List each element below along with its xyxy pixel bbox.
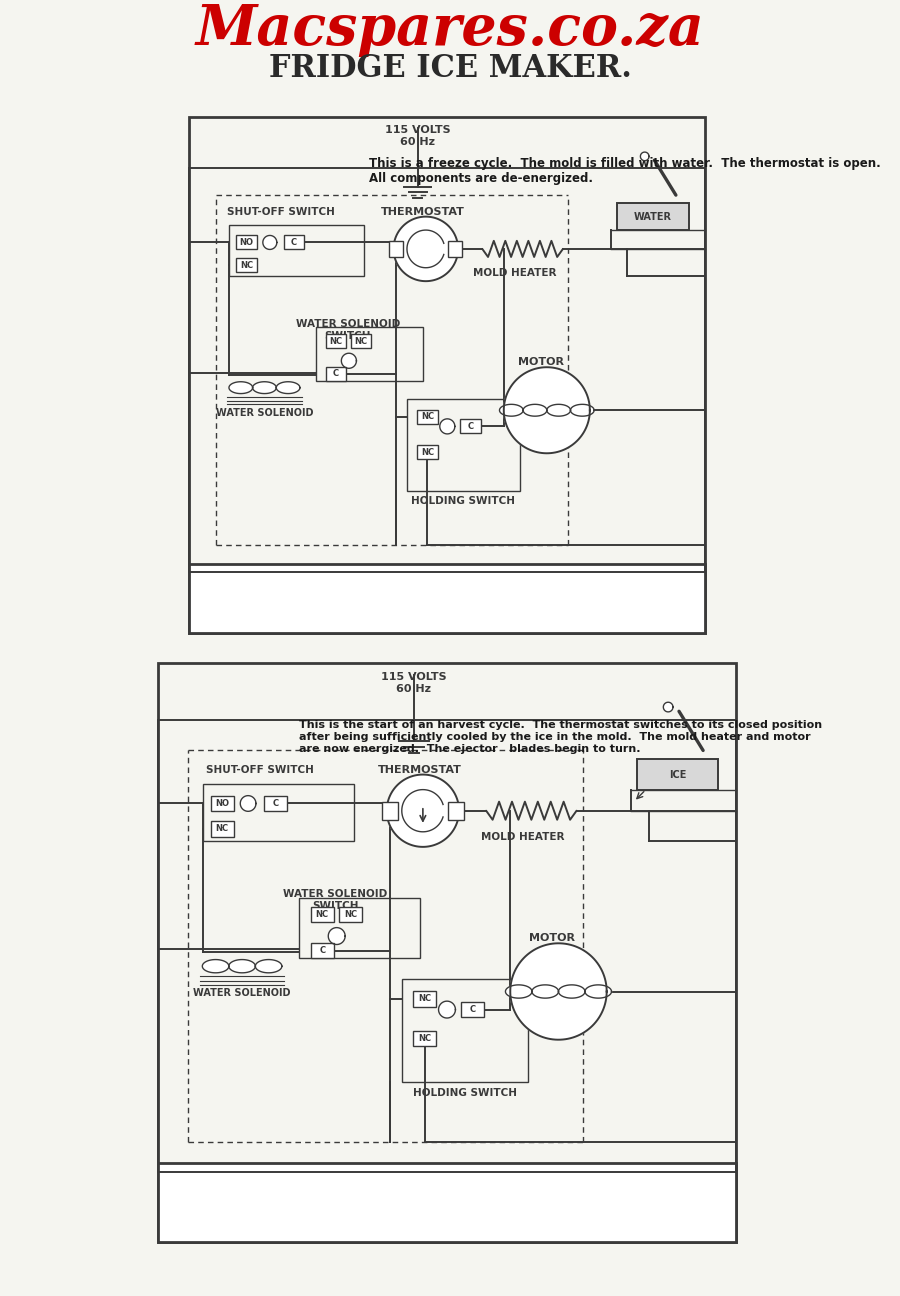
Polygon shape (504, 367, 590, 454)
Text: HOLDING SWITCH: HOLDING SWITCH (411, 496, 516, 507)
Bar (264, 796, 287, 811)
Polygon shape (229, 382, 253, 394)
Polygon shape (559, 985, 585, 998)
Bar (316, 327, 423, 381)
Text: ICE: ICE (669, 770, 686, 780)
Bar (637, 759, 718, 789)
Text: WATER: WATER (634, 211, 672, 222)
Text: NC: NC (216, 824, 229, 833)
Bar (462, 1002, 484, 1017)
Polygon shape (328, 928, 345, 945)
Polygon shape (263, 236, 277, 249)
Bar (448, 241, 463, 257)
Text: NC: NC (418, 994, 431, 1003)
Text: MOTOR: MOTOR (529, 933, 575, 943)
Bar (448, 802, 464, 820)
Polygon shape (253, 382, 276, 394)
Text: MOLD HEATER: MOLD HEATER (472, 268, 556, 277)
Bar (211, 820, 234, 837)
Text: HOLDING SWITCH: HOLDING SWITCH (413, 1087, 518, 1098)
Bar (300, 898, 420, 958)
Text: This is the start of an harvest cycle.  The thermostat switches to its closed po: This is the start of an harvest cycle. T… (300, 721, 823, 753)
Polygon shape (341, 354, 356, 368)
Polygon shape (240, 796, 256, 811)
Polygon shape (663, 702, 673, 712)
Text: This is a freeze cycle.  The mold is filled with water.  The thermostat is open.: This is a freeze cycle. The mold is fill… (369, 158, 881, 185)
Bar (407, 399, 520, 491)
Text: C: C (467, 422, 473, 430)
Text: C: C (291, 238, 297, 248)
Polygon shape (387, 775, 459, 846)
Polygon shape (393, 216, 458, 281)
Text: NO: NO (239, 238, 254, 248)
Text: MOLD HEATER: MOLD HEATER (481, 832, 564, 842)
Polygon shape (523, 404, 547, 416)
Polygon shape (438, 1001, 455, 1019)
Bar (326, 367, 346, 381)
Bar (230, 224, 364, 276)
Polygon shape (202, 959, 229, 973)
Text: Macspares.co.za: Macspares.co.za (195, 3, 705, 57)
Bar (237, 236, 256, 249)
Text: NC: NC (421, 447, 434, 456)
Bar (389, 241, 403, 257)
Bar (413, 991, 436, 1007)
Polygon shape (229, 959, 256, 973)
Bar (310, 906, 334, 923)
Text: WATER SOLENOID: WATER SOLENOID (216, 407, 313, 417)
Text: C: C (333, 369, 339, 378)
Bar (382, 802, 398, 820)
Bar (413, 1030, 436, 1046)
Text: C: C (272, 798, 278, 807)
Polygon shape (506, 985, 532, 998)
Polygon shape (641, 152, 649, 161)
Polygon shape (500, 404, 523, 416)
Bar (616, 203, 689, 231)
Bar (310, 942, 334, 958)
Polygon shape (510, 943, 607, 1039)
Text: NC: NC (344, 910, 357, 919)
Polygon shape (585, 985, 611, 998)
Bar (460, 420, 481, 433)
Bar (237, 258, 256, 272)
Text: 115 VOLTS
60 Hz: 115 VOLTS 60 Hz (381, 673, 446, 693)
Text: NC: NC (240, 260, 253, 270)
Polygon shape (571, 404, 594, 416)
Bar (418, 410, 437, 424)
Polygon shape (276, 382, 300, 394)
Text: C: C (320, 946, 325, 955)
Text: MOTOR: MOTOR (518, 358, 564, 367)
Polygon shape (440, 419, 454, 434)
Bar (326, 334, 346, 349)
Bar (401, 980, 528, 1082)
Text: C: C (470, 1006, 476, 1013)
Text: NC: NC (418, 1034, 431, 1043)
Text: THERMOSTAT: THERMOSTAT (378, 765, 462, 775)
Text: WATER SOLENOID: WATER SOLENOID (194, 989, 291, 998)
Bar (202, 784, 354, 841)
Text: THERMOSTAT: THERMOSTAT (382, 206, 465, 216)
Polygon shape (547, 404, 571, 416)
Bar (158, 1164, 736, 1242)
Text: NC: NC (329, 337, 343, 346)
Polygon shape (256, 959, 282, 973)
Text: FRIDGE ICE MAKER.: FRIDGE ICE MAKER. (268, 53, 632, 83)
Text: SHUT-OFF SWITCH: SHUT-OFF SWITCH (227, 206, 335, 216)
Bar (351, 334, 372, 349)
Bar (418, 446, 437, 459)
Bar (339, 906, 362, 923)
Text: 115 VOLTS
60 Hz: 115 VOLTS 60 Hz (385, 126, 451, 146)
Bar (211, 796, 234, 811)
Text: NC: NC (316, 910, 328, 919)
Text: WATER SOLENOID
SWITCH: WATER SOLENOID SWITCH (284, 889, 388, 911)
Bar (284, 236, 304, 249)
Text: WATER SOLENOID
SWITCH: WATER SOLENOID SWITCH (296, 319, 400, 341)
Text: NC: NC (421, 412, 434, 421)
Text: NO: NO (215, 798, 230, 807)
Text: SHUT-OFF SWITCH: SHUT-OFF SWITCH (206, 765, 314, 775)
Polygon shape (532, 985, 559, 998)
Text: NC: NC (355, 337, 368, 346)
Bar (189, 564, 706, 634)
